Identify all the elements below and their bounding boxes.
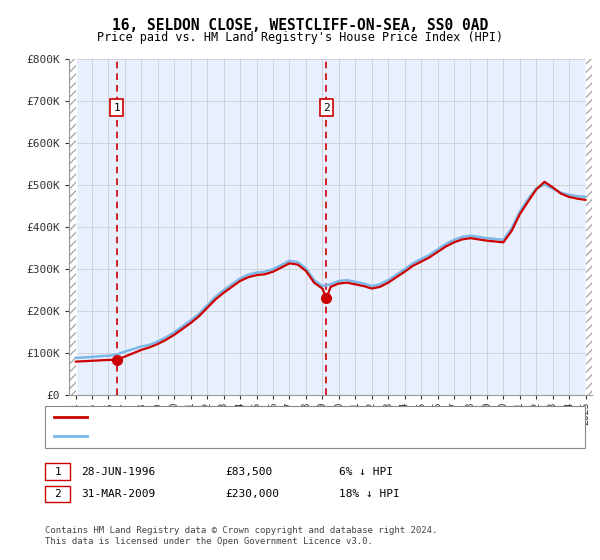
Text: 31-MAR-2009: 31-MAR-2009 bbox=[81, 489, 155, 499]
Text: £230,000: £230,000 bbox=[225, 489, 279, 499]
Text: £83,500: £83,500 bbox=[225, 466, 272, 477]
Text: Contains HM Land Registry data © Crown copyright and database right 2024.
This d: Contains HM Land Registry data © Crown c… bbox=[45, 526, 437, 546]
Bar bbox=[586, 59, 592, 395]
Text: 28-JUN-1996: 28-JUN-1996 bbox=[81, 466, 155, 477]
Bar bbox=[69, 59, 76, 395]
Bar bbox=[69, 59, 76, 395]
Text: 2: 2 bbox=[323, 102, 330, 113]
Text: Price paid vs. HM Land Registry's House Price Index (HPI): Price paid vs. HM Land Registry's House … bbox=[97, 31, 503, 44]
Text: 16, SELDON CLOSE, WESTCLIFF-ON-SEA, SS0 0AD (detached house): 16, SELDON CLOSE, WESTCLIFF-ON-SEA, SS0 … bbox=[93, 412, 468, 422]
Text: 1: 1 bbox=[54, 466, 61, 477]
Text: 1: 1 bbox=[113, 102, 120, 113]
Bar bbox=[586, 59, 592, 395]
Text: 2: 2 bbox=[54, 489, 61, 499]
Text: 16, SELDON CLOSE, WESTCLIFF-ON-SEA, SS0 0AD: 16, SELDON CLOSE, WESTCLIFF-ON-SEA, SS0 … bbox=[112, 18, 488, 33]
Text: HPI: Average price, detached house, Southend-on-Sea: HPI: Average price, detached house, Sout… bbox=[93, 431, 412, 441]
Text: 6% ↓ HPI: 6% ↓ HPI bbox=[339, 466, 393, 477]
Text: 18% ↓ HPI: 18% ↓ HPI bbox=[339, 489, 400, 499]
